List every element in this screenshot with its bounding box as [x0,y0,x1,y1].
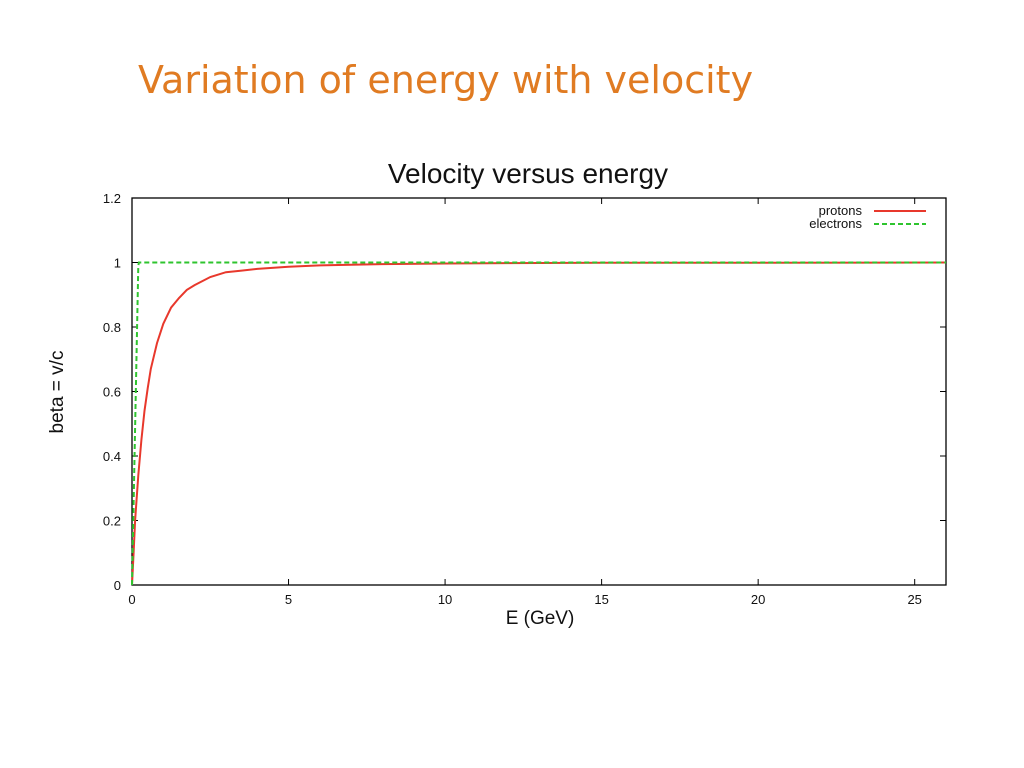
y-tick-label: 1 [114,256,121,271]
y-tick-label: 0 [114,578,121,593]
series-line-protons [131,261,947,586]
y-tick-label: 0.6 [103,385,121,400]
x-tick-label: 20 [751,592,765,607]
legend-label-electrons: electrons [809,216,862,231]
slide-title: Variation of energy with velocity [138,58,754,102]
legend-label-protons: protons [819,203,863,218]
x-axis-label: E (GeV) [506,608,575,629]
x-tick-label: 0 [128,592,135,607]
y-tick-label: 0.4 [103,449,121,464]
y-tick-label: 0.2 [103,514,121,529]
x-tick-label: 5 [285,592,292,607]
x-tick-label: 25 [907,592,921,607]
plot-frame [131,197,947,586]
x-tick-label: 10 [438,592,452,607]
y-tick-label: 0.8 [103,320,121,335]
y-tick-label: 1.2 [103,191,121,206]
chart-title: Velocity versus energy [388,158,668,189]
x-tick-label: 15 [594,592,608,607]
y-axis-label: beta = v/c [47,351,68,434]
series-line-electrons [131,261,946,586]
